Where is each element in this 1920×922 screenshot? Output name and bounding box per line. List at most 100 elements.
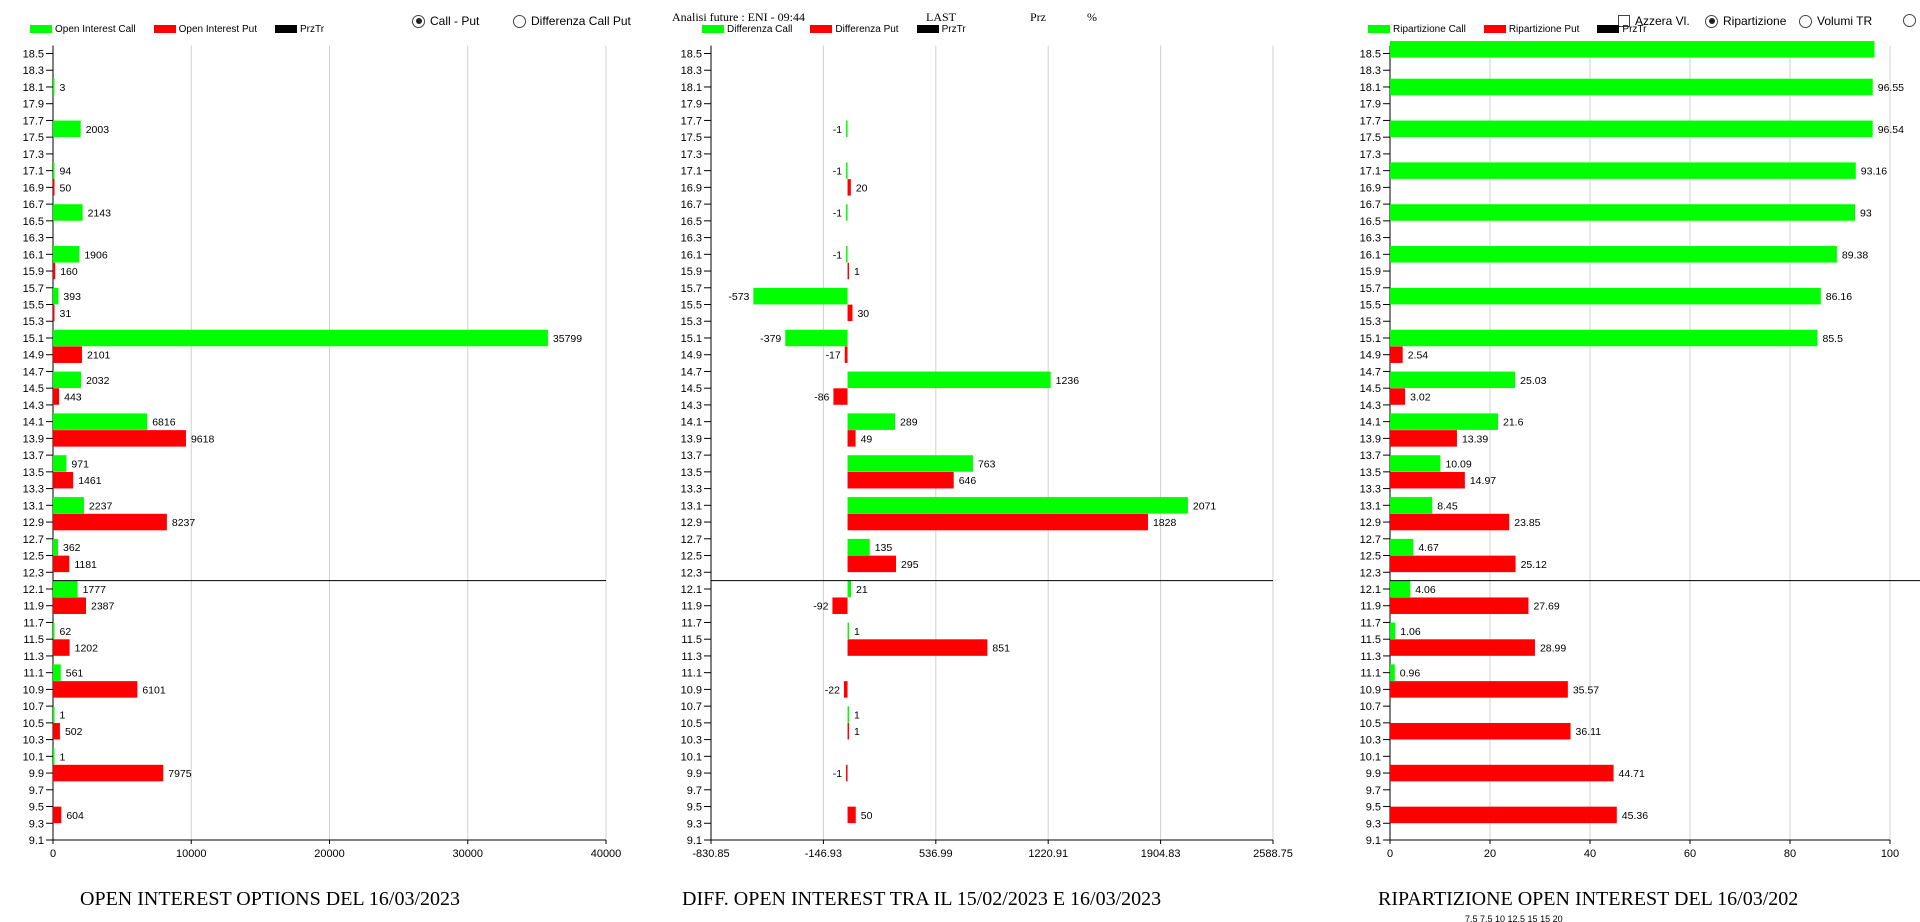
legend-call: Open Interest Call [30, 24, 136, 35]
bar-put [1390, 430, 1457, 447]
title-ripartizione: RIPARTIZIONE OPEN INTEREST DEL 16/03/202 [1378, 888, 1799, 910]
y-tick-label: 15.7 [23, 283, 44, 295]
bar-call [847, 497, 1188, 514]
legend-panel2: Differenza Call Differenza Put PrzTr [702, 24, 978, 35]
y-tick-label: 14.1 [681, 417, 702, 429]
y-tick-label: 13.5 [681, 467, 702, 479]
y-tick-label: 13.1 [23, 500, 44, 512]
x-tick-label: 80 [1784, 848, 1796, 860]
bar-put [847, 555, 897, 573]
radio-extra-icon[interactable] [1903, 14, 1916, 27]
y-tick-label: 11.7 [1360, 617, 1381, 629]
bar-call [53, 664, 61, 681]
data-label: 2143 [88, 207, 112, 219]
y-tick-label: 9.3 [687, 818, 702, 830]
data-label: -379 [760, 333, 781, 345]
legend-prztr-label: PrzTr [300, 24, 325, 35]
bar-call [847, 580, 851, 598]
x-tick-label: -830.85 [692, 848, 729, 860]
radio-call-put-icon[interactable] [412, 14, 425, 28]
option-volumi-tr[interactable]: Volumi TR [1799, 14, 1872, 28]
y-tick-label: 17.5 [1360, 132, 1381, 144]
legend-rip-put-label: Ripartizione Put [1508, 24, 1580, 35]
y-tick-label: 14.5 [23, 383, 44, 395]
footer-partial-ticks: 7.5 7.5 10 12.5 15 15 20 [1465, 914, 1563, 922]
option-differenza-call-put[interactable]: Differenza Call Put [513, 14, 631, 28]
data-label: 10.09 [1445, 458, 1471, 470]
bar-call [53, 413, 148, 430]
bar-put [1390, 471, 1465, 489]
data-label: 50 [861, 810, 873, 822]
y-tick-label: 17.3 [23, 149, 44, 161]
data-label: 1 [854, 626, 860, 638]
option-differenza-label: Differenza Call Put [531, 14, 631, 28]
y-tick-label: 15.3 [1360, 316, 1381, 328]
data-label: 93.16 [1861, 166, 1887, 178]
y-tick-label: 9.7 [1366, 785, 1381, 797]
legend-put: Open Interest Put [153, 24, 257, 35]
data-label: 50 [60, 182, 72, 194]
legend-rip-call: Ripartizione Call [1368, 24, 1466, 35]
bar-put [847, 304, 853, 322]
y-tick-label: 18.5 [1360, 49, 1381, 61]
legend-prztr-swatch [275, 25, 297, 34]
y-tick-label: 10.7 [1360, 701, 1381, 713]
legend-call-label: Open Interest Call [55, 24, 136, 35]
checkbox-azzera-icon[interactable] [1618, 15, 1630, 27]
x-tick-label: 60 [1684, 848, 1696, 860]
bar-call [53, 329, 548, 347]
legend-call-swatch [30, 25, 52, 34]
bar-call [1390, 78, 1873, 96]
bar-call [846, 204, 848, 221]
y-tick-label: 11.5 [23, 634, 44, 646]
y-tick-label: 16.1 [23, 249, 44, 261]
y-tick-label: 18.3 [681, 65, 702, 77]
option-call-put[interactable]: Call - Put [412, 14, 479, 28]
bar-call [53, 162, 55, 179]
data-label: -1 [833, 207, 842, 219]
bar-call [846, 246, 848, 263]
y-tick-label: 13.5 [23, 467, 44, 479]
data-label: 49 [861, 433, 873, 445]
x-tick-label: 40 [1584, 848, 1596, 860]
option-extra-radio[interactable] [1903, 14, 1916, 27]
data-label: 604 [66, 810, 84, 822]
data-label: 4.06 [1415, 584, 1436, 596]
legend-rip-put-swatch [1483, 25, 1506, 34]
y-tick-label: 12.9 [1360, 517, 1381, 529]
radio-differenza-icon[interactable] [513, 14, 526, 28]
bar-call [1390, 246, 1837, 263]
y-tick-label: 13.1 [1360, 500, 1381, 512]
y-tick-label: 16.3 [1360, 233, 1381, 245]
y-tick-label: 17.1 [23, 166, 44, 178]
y-tick-label: 18.5 [23, 49, 44, 61]
data-label: 1461 [78, 475, 102, 487]
data-label: 1906 [84, 249, 108, 261]
bar-call [753, 287, 848, 305]
option-ripartizione[interactable]: Ripartizione [1705, 14, 1786, 28]
bar-call [846, 162, 848, 179]
data-label: -92 [813, 601, 828, 613]
bar-put [1390, 639, 1535, 656]
option-azzera[interactable]: Azzera Vl. [1618, 14, 1690, 28]
bar-call [847, 538, 870, 556]
data-label: 20 [856, 182, 868, 194]
data-label: 135 [875, 542, 893, 554]
y-tick-label: 12.7 [681, 534, 702, 546]
x-tick-label: 20000 [314, 848, 345, 860]
x-tick-label: -146.93 [805, 848, 842, 860]
y-tick-label: 12.7 [23, 534, 44, 546]
x-tick-label: 10000 [176, 848, 207, 860]
bar-call [846, 120, 848, 138]
y-tick-label: 16.3 [23, 233, 44, 245]
x-tick-label: 40000 [591, 848, 622, 860]
bar-put [847, 639, 988, 656]
y-tick-label: 14.9 [23, 350, 44, 362]
data-label: 6816 [152, 417, 176, 429]
y-tick-label: 9.1 [1366, 835, 1381, 847]
radio-volumi-icon[interactable] [1799, 14, 1812, 28]
radio-ripartizione-icon[interactable] [1705, 14, 1718, 28]
bar-call [1390, 329, 1818, 347]
y-tick-label: 9.9 [29, 768, 44, 780]
data-label: 25.03 [1520, 375, 1546, 387]
